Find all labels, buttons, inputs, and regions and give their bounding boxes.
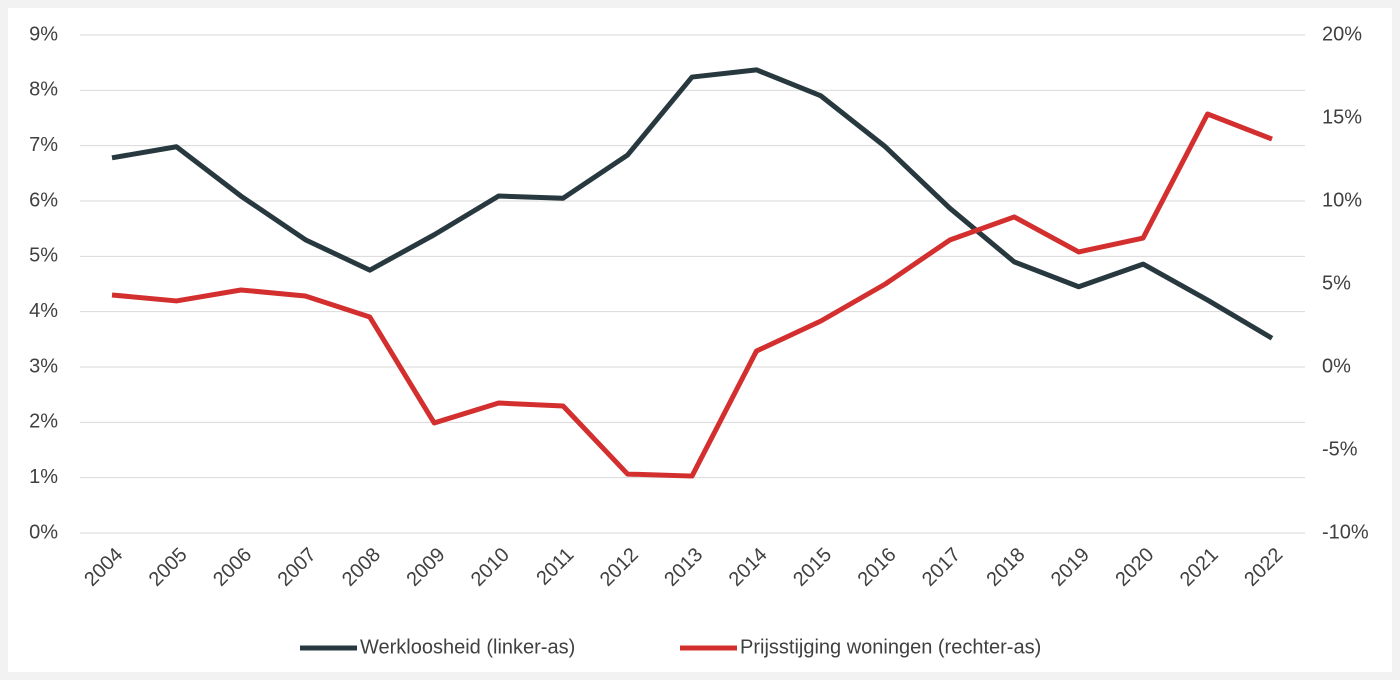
y-tick-label: 5% xyxy=(29,245,58,267)
y-tick-label: 9% xyxy=(29,23,58,45)
y-tick-label: 1% xyxy=(29,466,58,488)
y-tick-label: 8% xyxy=(29,79,58,101)
y2-tick-label: -5% xyxy=(1322,438,1358,460)
y2-tick-label: 10% xyxy=(1322,189,1362,211)
y-tick-label: 6% xyxy=(29,189,58,211)
y2-tick-label: -10% xyxy=(1322,521,1369,543)
legend-label: Werkloosheid (linker-as) xyxy=(360,636,575,658)
y2-tick-label: 5% xyxy=(1322,272,1351,294)
series-line xyxy=(111,67,1274,341)
series-line xyxy=(111,111,1273,479)
y-tick-label: 0% xyxy=(29,521,58,543)
y-tick-label: 2% xyxy=(29,411,58,433)
y2-tick-label: 15% xyxy=(1322,106,1362,128)
y2-tick-label: 20% xyxy=(1322,23,1362,45)
y-tick-label: 7% xyxy=(29,134,58,156)
legend-label: Prijsstijging woningen (rechter-as) xyxy=(740,636,1041,658)
y-tick-label: 3% xyxy=(29,355,58,377)
chart-background xyxy=(8,8,1392,672)
y-tick-label: 4% xyxy=(29,300,58,322)
y2-tick-label: 0% xyxy=(1322,355,1351,377)
